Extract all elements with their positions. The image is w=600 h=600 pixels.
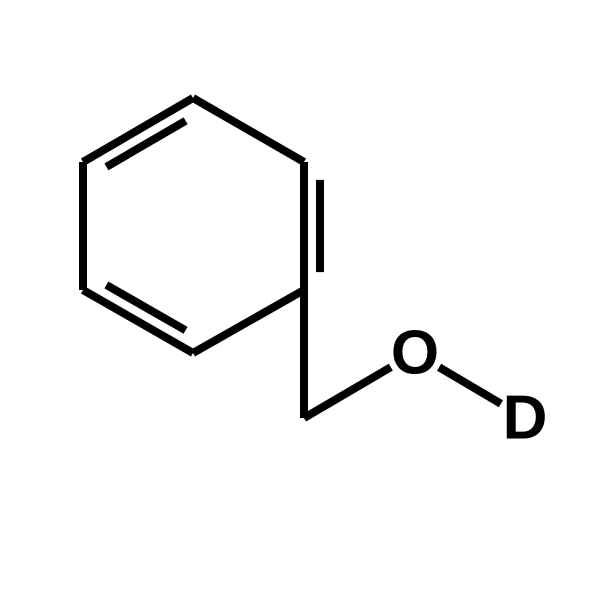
atom-label-d: D (503, 384, 548, 453)
bond-line (439, 367, 501, 404)
atom-label-o: O (391, 319, 439, 388)
chemical-structure-svg: OD (0, 0, 600, 600)
bond-line (193, 290, 304, 353)
bond-line (304, 367, 391, 418)
bond-line (193, 98, 304, 162)
